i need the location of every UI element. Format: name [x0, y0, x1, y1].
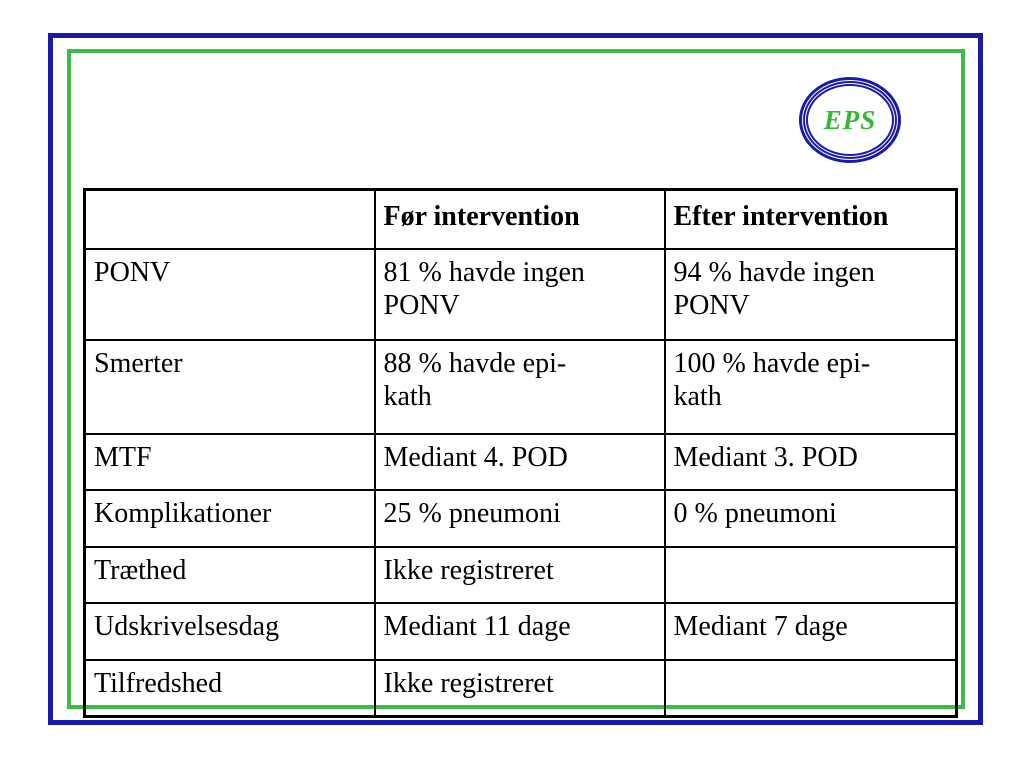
table-header-row: Før intervention Efter intervention — [83, 188, 958, 250]
cell-before: Ikke registreret — [373, 545, 666, 604]
cell-after — [663, 545, 958, 604]
logo-ring-outer: EPS — [799, 77, 901, 163]
cell-before: Mediant 4. POD — [373, 432, 666, 491]
table-row-ponv: PONV 81 % havde ingen PONV 94 % havde in… — [83, 247, 958, 341]
row-label: PONV — [83, 247, 376, 341]
header-after-intervention: Efter intervention — [663, 188, 958, 250]
row-label: Komplikationer — [83, 488, 376, 548]
row-label: Udskrivelsesdag — [83, 601, 376, 661]
cell-before: 88 % havde epi- kath — [373, 338, 666, 435]
outer-blue-border — [48, 33, 983, 725]
cell-after: Mediant 3. POD — [663, 432, 958, 491]
cell-before: 25 % pneumoni — [373, 488, 666, 548]
cell-before: Ikke registreret — [373, 658, 666, 718]
cell-after: Mediant 7 dage — [663, 601, 958, 661]
cell-after: 94 % havde ingen PONV — [663, 247, 958, 341]
eps-logo: EPS — [799, 77, 901, 163]
row-label: Træthed — [83, 545, 376, 604]
cell-before: 81 % havde ingen PONV — [373, 247, 666, 341]
results-table: Før intervention Efter intervention PONV… — [83, 188, 958, 718]
eps-logo-text: EPS — [823, 104, 877, 135]
row-label: Smerter — [83, 338, 376, 435]
table-row-udskrivelsesdag: Udskrivelsesdag Mediant 11 dage Mediant … — [83, 601, 958, 661]
cell-after: 0 % pneumoni — [663, 488, 958, 548]
row-label: Tilfredshed — [83, 658, 376, 718]
header-empty-cell — [83, 188, 376, 250]
table-row-traethed: Træthed Ikke registreret — [83, 545, 958, 604]
header-before-intervention: Før intervention — [373, 188, 666, 250]
cell-before: Mediant 11 dage — [373, 601, 666, 661]
table-row-smerter: Smerter 88 % havde epi- kath 100 % havde… — [83, 338, 958, 435]
table-row-mtf: MTF Mediant 4. POD Mediant 3. POD — [83, 432, 958, 491]
table-row-tilfredshed: Tilfredshed Ikke registreret — [83, 658, 958, 718]
cell-after — [663, 658, 958, 718]
table-row-komplikationer: Komplikationer 25 % pneumoni 0 % pneumon… — [83, 488, 958, 548]
logo-ring-inner: EPS — [806, 84, 894, 156]
row-label: MTF — [83, 432, 376, 491]
cell-after: 100 % havde epi- kath — [663, 338, 958, 435]
logo-ring-middle: EPS — [803, 81, 897, 159]
